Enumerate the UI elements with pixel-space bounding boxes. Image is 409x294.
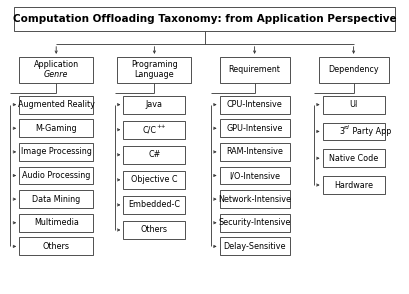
Text: Genre: Genre [44,71,68,79]
FancyBboxPatch shape [124,96,185,113]
FancyBboxPatch shape [220,214,290,232]
Text: C/C: C/C [143,125,157,134]
Text: Language: Language [135,71,174,79]
Text: Augmented Reality: Augmented Reality [18,100,94,109]
FancyBboxPatch shape [220,96,290,113]
Text: Security-Intensive: Security-Intensive [218,218,291,227]
Text: UI: UI [349,100,358,109]
Text: Others: Others [141,225,168,235]
Text: Application: Application [34,60,79,69]
Text: Others: Others [43,242,70,251]
FancyBboxPatch shape [319,57,389,83]
FancyBboxPatch shape [19,119,93,137]
Text: Audio Processing: Audio Processing [22,171,90,180]
FancyBboxPatch shape [124,121,185,139]
Text: CPU-Intensive: CPU-Intensive [227,100,283,109]
Text: Programing: Programing [131,60,178,69]
FancyBboxPatch shape [124,146,185,164]
Text: RAM-Intensive: RAM-Intensive [226,147,283,156]
FancyBboxPatch shape [19,143,93,161]
Text: 3: 3 [339,127,344,136]
Text: Native Code: Native Code [329,154,378,163]
Text: Objective C: Objective C [131,175,178,184]
FancyBboxPatch shape [220,119,290,137]
Text: Data Mining: Data Mining [32,195,80,204]
FancyBboxPatch shape [19,167,93,184]
FancyBboxPatch shape [323,96,385,113]
FancyBboxPatch shape [220,57,290,83]
Text: Embedded-C: Embedded-C [128,201,180,209]
Text: Java: Java [146,100,163,109]
FancyBboxPatch shape [124,221,185,239]
Text: C#: C# [148,150,161,159]
Text: GPU-Intensive: GPU-Intensive [227,124,283,133]
Text: I/O-Intensive: I/O-Intensive [229,171,280,180]
FancyBboxPatch shape [117,57,191,83]
Text: Requirement: Requirement [229,65,281,74]
Text: Dependency: Dependency [328,65,379,74]
FancyBboxPatch shape [19,214,93,232]
Text: Image Processing: Image Processing [21,147,92,156]
FancyBboxPatch shape [220,238,290,255]
FancyBboxPatch shape [323,123,385,140]
FancyBboxPatch shape [220,190,290,208]
Text: ++: ++ [157,124,166,129]
Text: Computation Offloading Taxonomy: from Application Perspective: Computation Offloading Taxonomy: from Ap… [13,14,396,24]
FancyBboxPatch shape [124,171,185,189]
FancyBboxPatch shape [19,57,93,83]
Text: Multimedia: Multimedia [34,218,79,227]
FancyBboxPatch shape [124,196,185,214]
FancyBboxPatch shape [323,176,385,194]
FancyBboxPatch shape [220,167,290,184]
Text: rd: rd [344,126,350,131]
FancyBboxPatch shape [19,190,93,208]
Text: Network-Intensive: Network-Intensive [218,195,291,204]
FancyBboxPatch shape [14,6,395,31]
Text: M-Gaming: M-Gaming [36,124,77,133]
FancyBboxPatch shape [323,149,385,167]
Text: Delay-Sensitive: Delay-Sensitive [223,242,286,251]
Text: Party App: Party App [350,127,391,136]
FancyBboxPatch shape [19,96,93,113]
Text: Hardware: Hardware [334,181,373,190]
FancyBboxPatch shape [19,238,93,255]
FancyBboxPatch shape [220,143,290,161]
